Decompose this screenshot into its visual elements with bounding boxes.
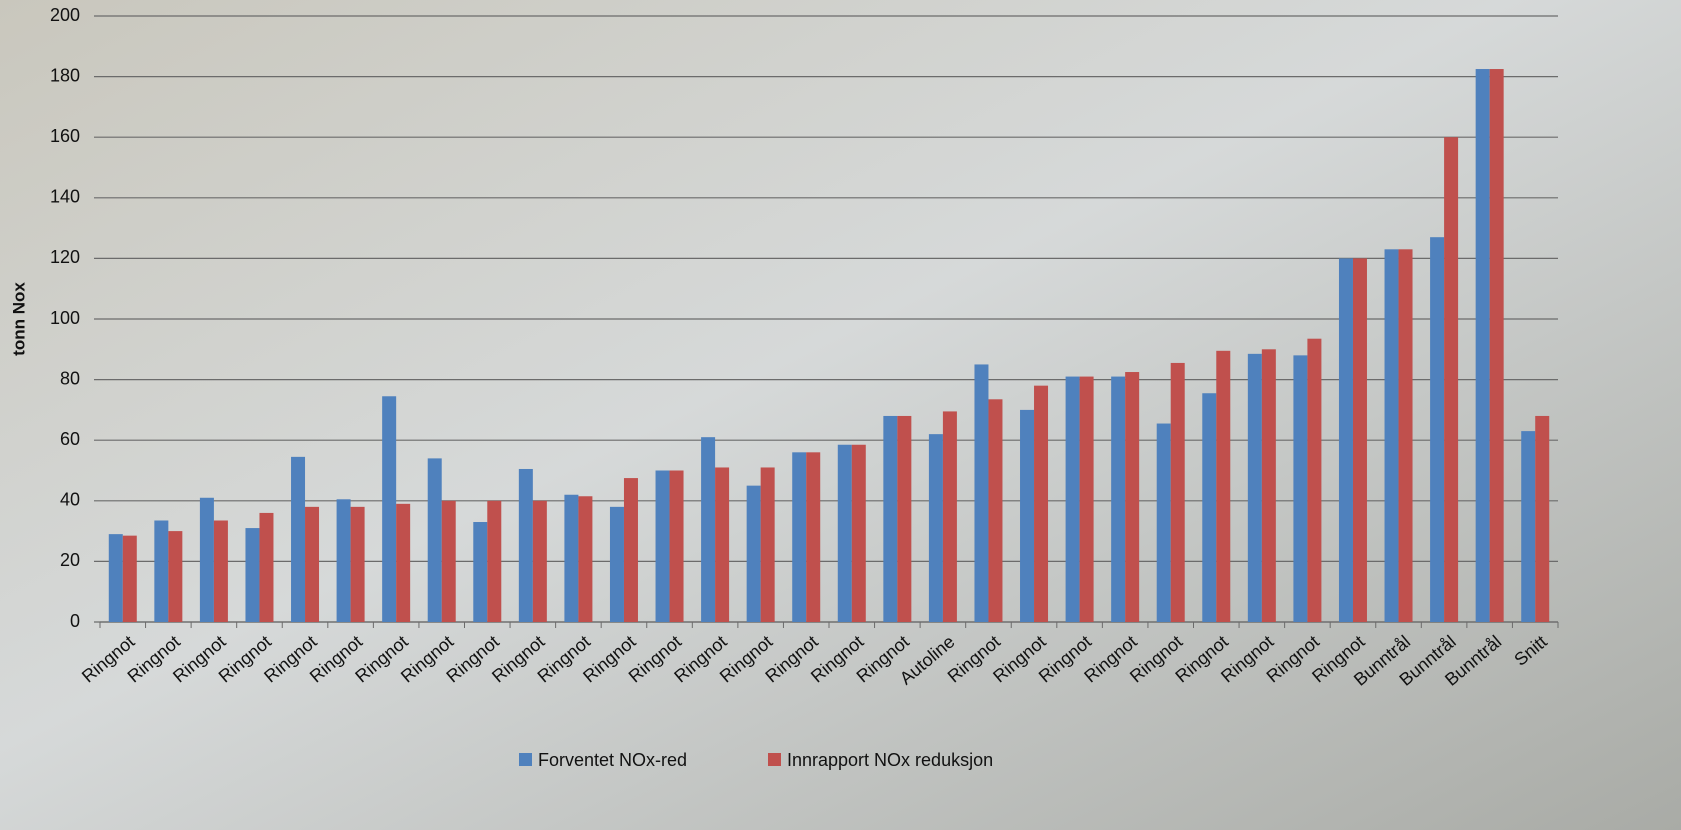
bar	[656, 471, 670, 623]
y-tick-label: 100	[50, 308, 80, 328]
bar	[715, 467, 729, 622]
y-tick-label: 140	[50, 187, 80, 207]
bar	[578, 496, 592, 622]
bar	[1476, 69, 1490, 622]
background	[0, 0, 1681, 830]
bar	[123, 536, 137, 622]
bar	[1535, 416, 1549, 622]
bar	[929, 434, 943, 622]
bar	[1430, 237, 1444, 622]
bar	[519, 469, 533, 622]
legend-swatch	[519, 753, 532, 766]
bar	[747, 486, 761, 622]
bar	[1216, 351, 1230, 622]
bar	[1248, 354, 1262, 622]
y-tick-label: 180	[50, 65, 80, 85]
bar	[624, 478, 638, 622]
bar	[214, 520, 228, 622]
bar	[337, 499, 351, 622]
bar	[1293, 355, 1307, 622]
bar	[1521, 431, 1535, 622]
bar	[806, 452, 820, 622]
bar	[428, 458, 442, 622]
bar	[1202, 393, 1216, 622]
bar	[897, 416, 911, 622]
bar	[1066, 377, 1080, 622]
bar	[200, 498, 214, 622]
bar	[1385, 249, 1399, 622]
bar	[1353, 258, 1367, 622]
bar	[1171, 363, 1185, 622]
bar	[670, 471, 684, 623]
y-tick-label: 20	[60, 550, 80, 570]
bar	[792, 452, 806, 622]
bar	[1444, 137, 1458, 622]
y-tick-label: 60	[60, 429, 80, 449]
bar	[1080, 377, 1094, 622]
y-axis-label: tonn Nox	[9, 282, 28, 356]
bar	[883, 416, 897, 622]
y-tick-label: 80	[60, 368, 80, 388]
bar	[1111, 377, 1125, 622]
bar	[1125, 372, 1139, 622]
bar	[988, 399, 1002, 622]
bar	[610, 507, 624, 622]
bar	[291, 457, 305, 622]
bar	[1307, 339, 1321, 622]
legend-label: Forventet NOx-red	[538, 750, 687, 770]
bar	[245, 528, 259, 622]
bar	[564, 495, 578, 622]
bar	[1157, 424, 1171, 622]
bar	[305, 507, 319, 622]
bar	[761, 467, 775, 622]
bar	[701, 437, 715, 622]
bar	[974, 364, 988, 622]
bar	[259, 513, 273, 622]
y-tick-label: 160	[50, 126, 80, 146]
bar	[382, 396, 396, 622]
y-tick-label: 120	[50, 247, 80, 267]
bar	[396, 504, 410, 622]
legend-swatch	[768, 753, 781, 766]
bar	[154, 520, 168, 622]
bar	[1490, 69, 1504, 622]
bar	[838, 445, 852, 622]
bar	[473, 522, 487, 622]
bar	[1339, 258, 1353, 622]
bar	[442, 501, 456, 622]
bar	[1034, 386, 1048, 622]
bar	[487, 501, 501, 622]
chart: tonn Nox 020406080100120140160180200Ring…	[0, 0, 1681, 830]
bar	[1399, 249, 1413, 622]
bar	[168, 531, 182, 622]
bar	[533, 501, 547, 622]
bar	[1262, 349, 1276, 622]
bar	[852, 445, 866, 622]
bar	[109, 534, 123, 622]
page: {"chart_data": {"type": "bar", "y_label"…	[0, 0, 1681, 830]
y-tick-label: 0	[70, 611, 80, 631]
y-tick-label: 40	[60, 490, 80, 510]
bar	[1020, 410, 1034, 622]
bar	[351, 507, 365, 622]
y-tick-label: 200	[50, 5, 80, 25]
bar	[943, 411, 957, 622]
legend-label: Innrapport NOx reduksjon	[787, 750, 993, 770]
